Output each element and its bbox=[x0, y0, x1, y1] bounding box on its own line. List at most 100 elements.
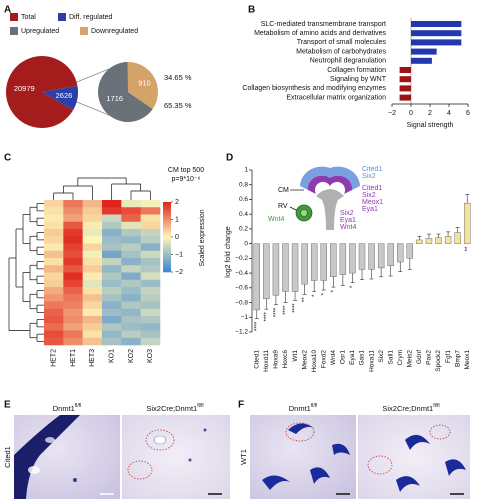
colorbar-step bbox=[163, 233, 171, 236]
stain bbox=[262, 475, 290, 490]
heatmap-cell bbox=[102, 221, 122, 230]
heatmap-cell bbox=[82, 214, 103, 223]
heatmap-cell bbox=[102, 287, 122, 295]
bar bbox=[399, 67, 411, 73]
title-text: Dnmt1 bbox=[289, 404, 311, 413]
bar bbox=[435, 237, 442, 244]
heatmap-cell bbox=[121, 243, 141, 252]
heatmap-cell bbox=[63, 214, 83, 223]
heatmap-cell bbox=[121, 229, 141, 237]
category-label: Metabolism of carbohydrates bbox=[296, 48, 386, 55]
colorbar-tick-label: 2 bbox=[175, 199, 179, 206]
heatmap-cell bbox=[44, 229, 64, 237]
bar bbox=[399, 94, 411, 101]
marker-label: Cited1 bbox=[362, 185, 382, 192]
heatmap-cell bbox=[140, 287, 161, 295]
bar bbox=[406, 243, 414, 259]
heatmap-cell bbox=[121, 265, 141, 273]
heatmap-cell bbox=[63, 243, 83, 252]
heatmap-cell bbox=[44, 207, 64, 215]
heatmap-cell bbox=[102, 301, 122, 310]
category-label: Collagen formation bbox=[327, 67, 386, 74]
bar bbox=[282, 243, 289, 292]
category-label: Signaling by WNT bbox=[330, 76, 387, 83]
heatmap-cell bbox=[44, 243, 64, 252]
significance: **** bbox=[264, 312, 270, 322]
heatmap-cell bbox=[44, 265, 64, 273]
category-label: Cited1 bbox=[254, 350, 261, 369]
heatmap-cell bbox=[44, 308, 64, 317]
y-tick-label: 0.6 bbox=[239, 196, 248, 203]
heatmap-subtitle: p=9*10⁻⁶ bbox=[172, 176, 201, 183]
y-tick-label: 0.2 bbox=[239, 226, 248, 233]
colorbar-step bbox=[163, 209, 171, 212]
bar bbox=[339, 243, 347, 275]
colorbar-step bbox=[163, 216, 171, 219]
diagram-label: Wnt4 bbox=[268, 216, 284, 223]
heatmap-cell bbox=[140, 330, 161, 339]
heatmap-cell bbox=[102, 316, 122, 324]
marker-label: Wnt4 bbox=[340, 224, 356, 231]
heatmap-cell bbox=[63, 308, 83, 317]
cell bbox=[203, 428, 207, 432]
slice-label: 20979 bbox=[14, 84, 35, 93]
cm-outline bbox=[127, 460, 153, 480]
colorbar-step bbox=[163, 251, 171, 254]
category-label: Bmp7 bbox=[454, 350, 461, 367]
heatmap-cell bbox=[63, 316, 83, 324]
y-tick-label: −0.2 bbox=[235, 255, 248, 262]
heatmap-cell bbox=[121, 308, 141, 317]
stain bbox=[310, 467, 330, 484]
colorbar-step bbox=[163, 217, 171, 220]
significance: ** bbox=[465, 246, 471, 251]
legend-swatch bbox=[10, 13, 18, 21]
colorbar-step bbox=[163, 221, 171, 224]
heatmap-cell bbox=[63, 221, 83, 230]
colorbar-step bbox=[163, 207, 171, 210]
y-tick-label: 0.4 bbox=[239, 211, 248, 218]
heatmap-cell bbox=[121, 236, 141, 244]
x-tick-label: 6 bbox=[466, 110, 470, 117]
heatmap-cell bbox=[102, 323, 122, 331]
bar bbox=[377, 243, 385, 269]
heatmap-cell bbox=[140, 265, 161, 273]
legend-label: Diff. regulated bbox=[69, 14, 113, 21]
diagram-label: RV bbox=[278, 203, 288, 210]
x-axis-title: Signal strength bbox=[407, 122, 454, 129]
category-label: Hoxa9 bbox=[273, 350, 280, 369]
heatmap-cell bbox=[140, 308, 161, 317]
heatmap-cell bbox=[44, 236, 64, 244]
legend-swatch bbox=[58, 13, 66, 21]
colorbar-step bbox=[163, 256, 171, 259]
tubule bbox=[45, 437, 55, 443]
heatmap-cell bbox=[121, 221, 141, 230]
category-label: Gdnf bbox=[416, 350, 423, 364]
y-tick-label: 0.8 bbox=[239, 181, 248, 188]
y-tick-label: −1.2 bbox=[235, 329, 248, 336]
category-label: Gas1 bbox=[359, 350, 366, 366]
bar bbox=[411, 39, 462, 46]
bar bbox=[464, 202, 471, 244]
heatmap-cell bbox=[102, 330, 122, 339]
significance: **** bbox=[293, 303, 299, 313]
heatmap-cell bbox=[63, 250, 83, 259]
heatmap-cell bbox=[44, 258, 64, 266]
heatmap-cell bbox=[82, 229, 103, 237]
bar bbox=[253, 243, 260, 311]
heatmap-cell bbox=[140, 236, 161, 244]
pie-slice bbox=[5, 56, 78, 129]
marker-label: Six2 bbox=[340, 210, 354, 217]
colorbar-step bbox=[163, 245, 171, 248]
image-row-label: WT1 bbox=[239, 449, 248, 465]
title-text: Dnmt1 bbox=[53, 404, 75, 413]
percent-label: 65.35 % bbox=[164, 101, 192, 110]
y-tick-label: 1 bbox=[244, 167, 248, 174]
heatmap-cell bbox=[102, 250, 122, 259]
heatmap-cell bbox=[140, 200, 161, 208]
category-label: Wnt4 bbox=[330, 350, 337, 366]
stain bbox=[332, 443, 350, 455]
panel-label: F bbox=[238, 400, 244, 411]
nephron-schematic bbox=[289, 166, 360, 230]
heatmap-cell bbox=[140, 229, 161, 237]
heatmap-cell bbox=[82, 287, 103, 295]
